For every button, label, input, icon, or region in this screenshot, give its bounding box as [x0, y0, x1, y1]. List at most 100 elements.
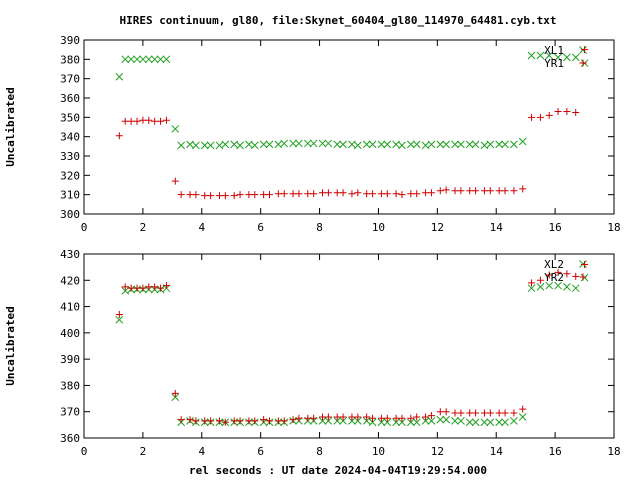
data-point — [581, 46, 589, 54]
data-point — [362, 140, 371, 149]
data-point — [121, 55, 130, 64]
data-point — [171, 393, 180, 402]
data-point — [472, 409, 480, 417]
data-point — [457, 409, 465, 417]
data-point — [510, 417, 518, 425]
data-point — [377, 414, 385, 422]
data-point — [383, 140, 392, 149]
y-tick-label: 360 — [60, 92, 80, 105]
data-point — [265, 140, 274, 149]
data-point — [527, 51, 536, 60]
data-point — [171, 177, 179, 185]
data-point — [266, 417, 273, 425]
data-point — [289, 416, 297, 424]
data-point — [422, 413, 430, 421]
data-point — [162, 116, 170, 124]
data-point — [201, 192, 209, 200]
data-point — [554, 108, 562, 116]
data-point — [472, 187, 480, 195]
data-point — [421, 417, 430, 425]
data-point — [563, 108, 571, 116]
y-tick-label: 380 — [60, 53, 80, 66]
data-point — [274, 190, 282, 198]
data-point — [495, 418, 504, 427]
data-point — [436, 408, 444, 416]
y-tick-label: 340 — [60, 131, 80, 144]
data-point — [580, 273, 589, 282]
data-point — [295, 414, 303, 422]
y-tick-label: 430 — [60, 248, 80, 261]
x-tick-label: 4 — [198, 445, 205, 458]
x-tick-label: 16 — [548, 221, 561, 234]
x-tick-label: 8 — [316, 445, 323, 458]
plot-frame — [83, 39, 615, 215]
data-point — [480, 187, 488, 195]
data-point — [501, 140, 509, 149]
x-tick-label: 18 — [607, 221, 620, 234]
data-point — [333, 140, 342, 149]
data-point — [518, 413, 527, 421]
data-point — [457, 417, 465, 425]
data-point — [289, 139, 297, 148]
data-point — [348, 417, 356, 425]
data-point — [133, 117, 141, 125]
x-tick-label: 14 — [490, 221, 504, 234]
data-point — [398, 418, 406, 427]
data-point — [527, 284, 536, 293]
y-tick-label: 380 — [60, 379, 80, 392]
x-tick-label: 8 — [316, 221, 323, 234]
data-point — [200, 141, 209, 150]
data-point — [519, 185, 527, 193]
data-point — [383, 418, 392, 427]
data-point — [466, 409, 474, 417]
y-tick-label: 400 — [60, 327, 80, 340]
data-point — [260, 416, 268, 424]
data-point — [442, 140, 451, 149]
data-point — [162, 55, 171, 64]
data-point — [451, 140, 459, 149]
data-point — [139, 55, 147, 64]
data-point — [442, 408, 450, 416]
data-point — [157, 284, 165, 292]
data-point — [495, 187, 503, 195]
x-axis-label: rel seconds : UT date 2024-04-04T19:29:5… — [189, 464, 487, 477]
data-point — [465, 140, 474, 149]
data-point — [162, 282, 170, 290]
data-point — [536, 283, 545, 291]
legend-label: YR1 — [544, 57, 564, 70]
x-tick-label: 16 — [548, 445, 561, 458]
data-point — [186, 416, 194, 424]
x-tick-label: 4 — [198, 221, 205, 234]
data-point — [465, 418, 474, 427]
data-point — [266, 191, 273, 199]
data-point — [133, 284, 141, 292]
data-point — [251, 417, 259, 425]
data-point — [353, 141, 362, 150]
data-point — [156, 55, 165, 64]
data-point — [177, 141, 186, 150]
data-point — [545, 51, 554, 60]
data-point — [427, 189, 435, 197]
data-point — [519, 405, 527, 413]
legend-label: YR2 — [544, 271, 564, 284]
data-point — [115, 315, 124, 324]
data-point — [392, 190, 400, 198]
data-point — [572, 109, 580, 116]
data-point — [127, 284, 135, 292]
data-point — [251, 191, 259, 199]
data-point — [480, 418, 489, 427]
data-point — [495, 140, 504, 149]
data-point — [145, 116, 153, 124]
data-point — [303, 139, 312, 148]
data-point — [245, 417, 253, 425]
data-point — [377, 418, 386, 427]
data-point — [563, 283, 571, 291]
legend-label: XL2 — [544, 258, 564, 271]
data-point — [407, 190, 415, 198]
data-point — [177, 191, 185, 199]
data-point — [486, 140, 495, 149]
data-point — [171, 389, 179, 397]
y-tick-label: 390 — [60, 353, 80, 366]
bottom-plot: 0 2 4 6 8 10 12 14 16 18 360 370 380 390 400 410 420 430 U… — [4, 248, 621, 458]
